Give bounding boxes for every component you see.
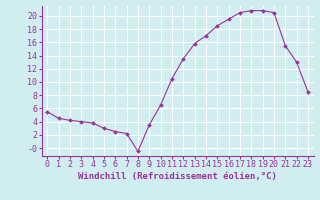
X-axis label: Windchill (Refroidissement éolien,°C): Windchill (Refroidissement éolien,°C) — [78, 172, 277, 181]
